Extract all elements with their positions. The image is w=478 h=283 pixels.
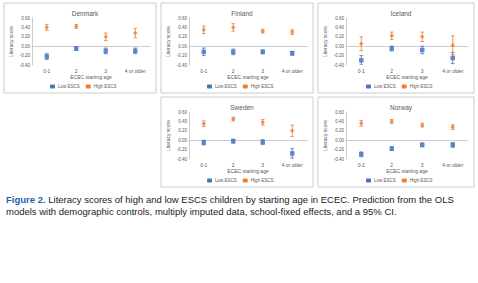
svg-text:-0.20: -0.20 <box>177 53 188 58</box>
svg-text:-0.40: -0.40 <box>334 157 345 162</box>
svg-text:3: 3 <box>104 68 107 74</box>
svg-text:0.20: 0.20 <box>21 34 30 39</box>
svg-text:Literacy score: Literacy score <box>8 26 14 57</box>
svg-text:-0.20: -0.20 <box>20 53 31 58</box>
svg-text:0.20: 0.20 <box>178 128 187 133</box>
svg-text:0.60: 0.60 <box>335 16 344 21</box>
svg-text:-0.20: -0.20 <box>177 147 188 152</box>
svg-text:ECEC starting age: ECEC starting age <box>70 74 112 80</box>
svg-text:2: 2 <box>232 68 235 74</box>
svg-text:0.00: 0.00 <box>178 44 187 49</box>
svg-text:4 or older: 4 or older <box>125 68 146 74</box>
svg-text:-0.40: -0.40 <box>20 63 31 68</box>
svg-text:-0.40: -0.40 <box>177 157 188 162</box>
svg-text:4 or older: 4 or older <box>282 162 303 168</box>
html-text:Figure 2. Literacy scores of h: Figure 2. Literacy scores of high and lo… <box>6 194 454 217</box>
svg-text:2: 2 <box>390 162 393 168</box>
svg-text:-0.20: -0.20 <box>334 147 345 152</box>
svg-text:0.40: 0.40 <box>335 25 344 30</box>
svg-text:0.00: 0.00 <box>335 138 344 143</box>
svg-text:4 or older: 4 or older <box>442 162 463 168</box>
svg-text:Low ESCS: Low ESCS <box>215 84 237 89</box>
svg-text:0.60: 0.60 <box>178 110 187 115</box>
svg-text:High ESCS: High ESCS <box>410 178 433 183</box>
svg-text:0.20: 0.20 <box>335 34 344 39</box>
svg-text:ECEC starting age: ECEC starting age <box>386 74 428 80</box>
svg-text:Literacy score: Literacy score <box>322 120 328 151</box>
svg-text:Iceland: Iceland <box>391 10 412 17</box>
svg-text:2: 2 <box>390 68 393 74</box>
svg-text:0.00: 0.00 <box>178 138 187 143</box>
svg-text:3: 3 <box>421 68 424 74</box>
svg-text:ECEC starting age: ECEC starting age <box>227 168 269 174</box>
svg-text:0.20: 0.20 <box>335 128 344 133</box>
svg-text:High ESCS: High ESCS <box>251 178 274 183</box>
svg-text:3: 3 <box>421 162 424 168</box>
svg-text:Denmark: Denmark <box>72 10 99 17</box>
svg-text:High ESCS: High ESCS <box>410 84 433 89</box>
svg-text:0-1: 0-1 <box>200 162 207 168</box>
svg-text:0.40: 0.40 <box>21 25 30 30</box>
svg-text:Finland: Finland <box>231 10 253 17</box>
svg-text:ECEC starting age: ECEC starting age <box>227 74 269 80</box>
svg-text:0.40: 0.40 <box>178 119 187 124</box>
svg-text:2: 2 <box>232 162 235 168</box>
svg-text:High ESCS: High ESCS <box>251 84 274 89</box>
svg-text:Literacy score: Literacy score <box>165 120 171 151</box>
svg-text:-0.40: -0.40 <box>177 63 188 68</box>
svg-text:0.00: 0.00 <box>335 44 344 49</box>
svg-text:0.60: 0.60 <box>21 16 30 21</box>
svg-text:-0.20: -0.20 <box>334 53 345 58</box>
svg-text:High ESCS: High ESCS <box>94 84 117 89</box>
svg-text:0.00: 0.00 <box>21 44 30 49</box>
svg-text:4 or older: 4 or older <box>442 68 463 74</box>
svg-text:0.60: 0.60 <box>335 110 344 115</box>
svg-text:Low ESCS: Low ESCS <box>374 84 396 89</box>
svg-text:0.40: 0.40 <box>335 119 344 124</box>
svg-text:Literacy score: Literacy score <box>165 26 171 57</box>
svg-text:ECEC starting age: ECEC starting age <box>386 168 428 174</box>
svg-text:4 or older: 4 or older <box>282 68 303 74</box>
svg-text:2: 2 <box>75 68 78 74</box>
svg-text:Low ESCS: Low ESCS <box>58 84 80 89</box>
svg-text:0-1: 0-1 <box>358 68 365 74</box>
svg-text:0-1: 0-1 <box>358 162 365 168</box>
svg-text:Low ESCS: Low ESCS <box>215 178 237 183</box>
svg-text:0-1: 0-1 <box>43 68 50 74</box>
svg-text:Literacy score: Literacy score <box>322 26 328 57</box>
svg-text:0.60: 0.60 <box>178 16 187 21</box>
svg-text:0.20: 0.20 <box>178 34 187 39</box>
svg-text:Low ESCS: Low ESCS <box>374 178 396 183</box>
svg-text:Norway: Norway <box>390 104 413 112</box>
svg-text:Sweden: Sweden <box>230 104 254 111</box>
svg-text:-0.40: -0.40 <box>334 63 345 68</box>
svg-text:0.40: 0.40 <box>178 25 187 30</box>
svg-text:3: 3 <box>261 162 264 168</box>
svg-text:0-1: 0-1 <box>200 68 207 74</box>
svg-text:3: 3 <box>261 68 264 74</box>
